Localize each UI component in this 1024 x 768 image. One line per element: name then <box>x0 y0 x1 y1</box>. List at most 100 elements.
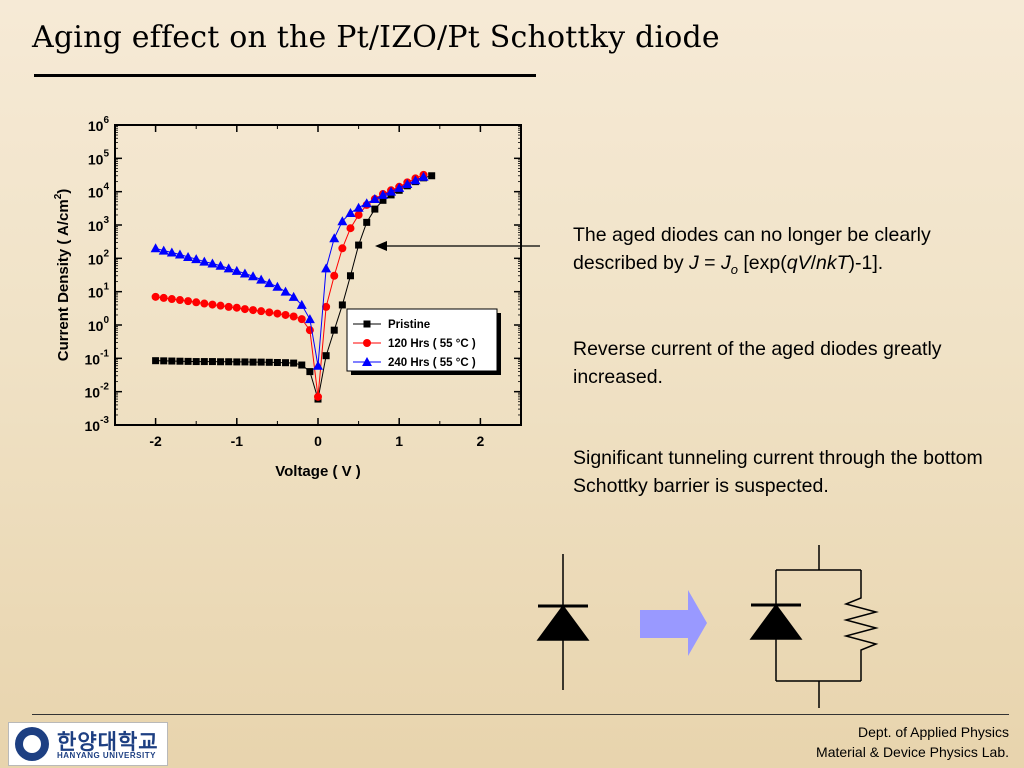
y-axis-label: Current Density ( A/cm2) <box>53 189 72 362</box>
y-label-superscript: 2 <box>53 193 64 199</box>
resistor-symbol <box>843 570 879 681</box>
data-point-series-1 <box>290 359 298 367</box>
data-point-series-2 <box>192 298 201 307</box>
y-tick-label: 10-3 <box>85 415 110 434</box>
data-point-series-3 <box>272 281 283 291</box>
data-point-series-3 <box>174 249 185 259</box>
data-point-series-2 <box>281 310 290 319</box>
dept-line-1: Dept. of Applied Physics <box>858 724 1009 740</box>
x-tick-label: 0 <box>314 433 322 449</box>
data-point-series-1 <box>330 326 338 334</box>
y-tick-exponent: -1 <box>100 348 109 359</box>
data-point-series-3 <box>369 194 380 204</box>
y-tick-label: 10-1 <box>85 348 110 367</box>
legend-label-3: 240 Hrs ( 55 °C ) <box>388 357 476 369</box>
footer-divider <box>32 714 1009 715</box>
legend-label-2: 120 Hrs ( 55 °C ) <box>388 338 476 350</box>
university-logo: 한양대학교 HANYANG UNIVERSITY <box>8 722 168 766</box>
note1-j: J <box>688 252 699 274</box>
data-point-series-2 <box>159 293 168 302</box>
y-tick-exponent: -3 <box>100 415 109 426</box>
data-point-series-2 <box>330 271 339 280</box>
diode-with-resistor <box>749 545 879 708</box>
data-point-series-1 <box>176 357 184 365</box>
data-point-series-3 <box>361 198 372 208</box>
data-point-series-3 <box>199 256 210 266</box>
data-point-series-1 <box>257 358 265 366</box>
data-point-series-3 <box>402 178 413 188</box>
y-tick-exponent: 5 <box>103 148 109 159</box>
data-point-series-2 <box>167 295 176 304</box>
data-point-series-2 <box>249 306 258 315</box>
y-tick-exponent: 0 <box>103 315 109 326</box>
y-label-end: ) <box>55 189 72 194</box>
university-seal-icon <box>15 727 49 761</box>
y-tick-label: 10-2 <box>85 382 110 401</box>
legend-box <box>346 308 498 372</box>
data-point-series-3 <box>207 258 218 268</box>
data-point-series-3 <box>264 278 275 288</box>
data-point-series-1 <box>428 172 436 180</box>
data-point-series-3 <box>321 263 332 273</box>
legend-label-1: Pristine <box>388 319 430 331</box>
note-aged-diodes: The aged diodes can no longer be clearly… <box>573 221 1003 284</box>
data-point-series-2 <box>216 301 225 310</box>
diode-symbol-single <box>536 554 590 690</box>
data-point-series-2 <box>200 299 209 308</box>
data-point-series-2 <box>257 307 266 316</box>
title-underline <box>34 74 536 77</box>
note-reverse-current: Reverse current of the aged diodes great… <box>573 338 942 388</box>
data-point-series-3 <box>158 245 169 255</box>
data-point-series-3 <box>410 175 421 185</box>
data-point-series-3 <box>150 243 161 253</box>
data-point-series-3 <box>231 265 242 275</box>
note-tunneling: Significant tunneling current through th… <box>573 447 983 497</box>
data-point-series-3 <box>280 286 291 296</box>
data-point-series-3 <box>183 251 194 261</box>
legend-marker-3 <box>362 357 372 366</box>
y-tick-label: 105 <box>88 148 110 167</box>
data-point-series-1 <box>273 358 281 366</box>
data-point-series-3 <box>337 216 348 226</box>
data-point-series-2 <box>184 297 193 306</box>
data-point-series-3 <box>345 207 356 217</box>
data-point-series-2 <box>322 302 331 311</box>
data-point-series-3 <box>191 254 202 264</box>
data-point-series-3 <box>386 186 397 196</box>
data-point-series-2 <box>232 303 241 312</box>
y-tick-exponent: 1 <box>103 282 109 293</box>
note1-slash: / <box>810 252 817 274</box>
data-point-series-1 <box>322 352 330 360</box>
data-point-series-1 <box>217 358 225 366</box>
x-tick-label: -2 <box>149 433 162 449</box>
data-point-series-3 <box>223 263 234 273</box>
y-tick-label: 101 <box>88 282 110 301</box>
data-point-series-2 <box>240 305 249 314</box>
data-point-series-3 <box>256 274 267 284</box>
data-point-series-3 <box>418 171 429 181</box>
data-point-series-2 <box>151 292 160 301</box>
data-point-series-3 <box>313 360 323 370</box>
data-point-series-1 <box>282 359 290 367</box>
logo-english-text: HANYANG UNIVERSITY <box>57 751 156 760</box>
data-point-series-3 <box>296 299 307 309</box>
data-point-series-2 <box>354 210 363 219</box>
data-point-series-3 <box>215 260 226 270</box>
data-point-series-1 <box>168 357 176 365</box>
data-point-series-2 <box>314 392 322 401</box>
data-point-series-2 <box>338 244 347 253</box>
legend-marker-2 <box>363 339 371 347</box>
data-point-series-2 <box>208 300 217 309</box>
data-point-series-2 <box>224 302 233 311</box>
data-point-series-3 <box>288 291 299 301</box>
data-point-series-1 <box>355 241 363 249</box>
note1-end: )-1]. <box>848 252 884 274</box>
data-point-series-2 <box>175 296 184 305</box>
data-point-series-2 <box>273 309 282 318</box>
data-point-series-3 <box>166 247 177 257</box>
data-point-series-3 <box>353 202 364 212</box>
y-tick-exponent: -2 <box>100 382 109 393</box>
data-point-series-3 <box>377 189 388 199</box>
data-point-series-1 <box>184 357 192 365</box>
data-point-series-1 <box>233 358 241 366</box>
